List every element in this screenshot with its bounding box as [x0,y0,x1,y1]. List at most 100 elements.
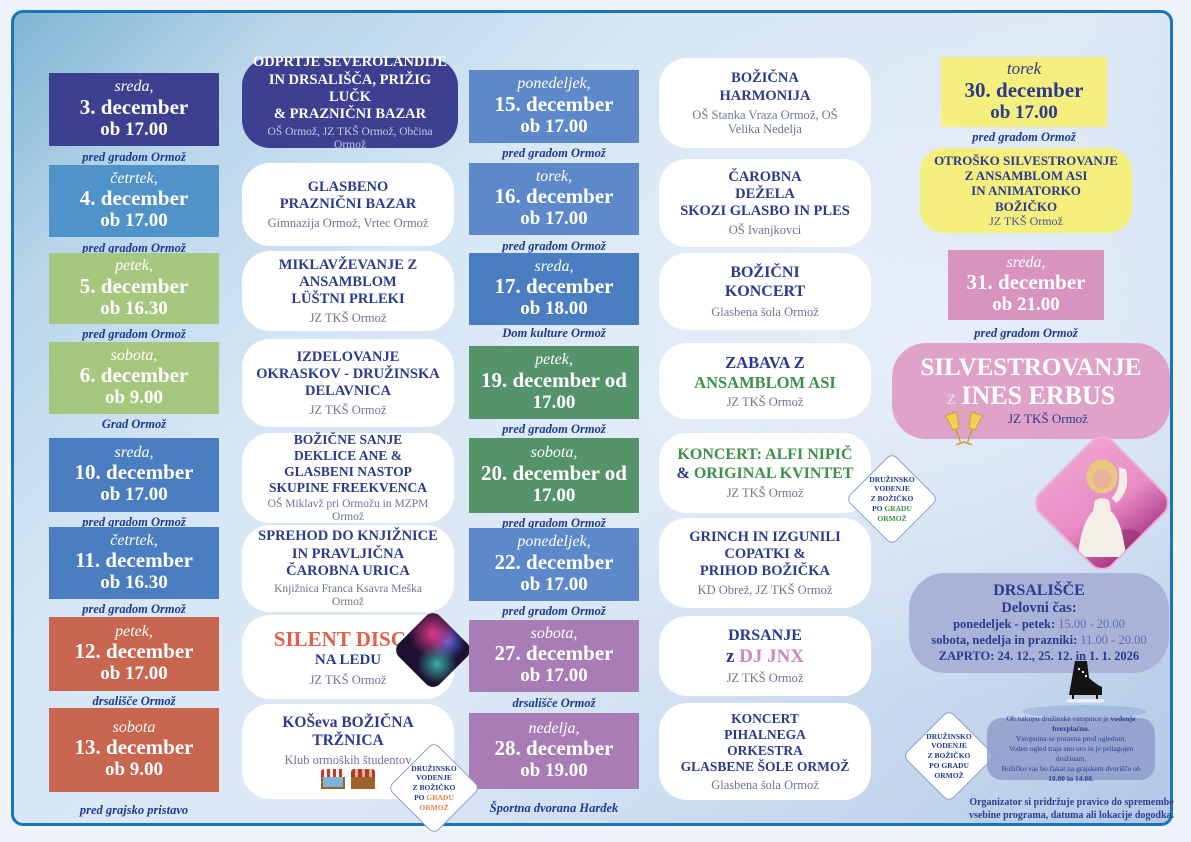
event-card-zabava-asi: ZABAVA Z ANSAMBLOM ASI JZ TKŠ Ormož [659,343,871,419]
day-label: torek [1006,59,1042,79]
day-label: sobota [112,718,156,736]
poster-frame: sreda, 3. december ob 17.00 pred gradom … [11,10,1176,826]
event-title: KONCERT: ALFI NIPIČ [677,445,853,463]
event-card-silent-disco: SILENT DISCO NA LEDU JZ TKŠ Ormož [242,608,475,699]
location-label: pred gradom Ormož [82,602,186,616]
badge-line: ORMOŽ [934,770,964,780]
event-organizer: Knjižnica Franca Ksavra Meška Ormož [274,582,422,608]
day-label: petek, [115,622,153,640]
time-label: ob 21.00 [992,294,1060,316]
date-label: 28. december [494,736,614,761]
badge-line: PO [872,503,885,513]
day-label: sreda, [1006,253,1046,271]
date-box-12-dec: petek, 12. december ob 17.00 [49,617,219,691]
event-card-bozicni-koncert: BOŽIČNI KONCERT Glasbena šola Ormož [659,253,871,330]
day-label: sobota, [110,346,158,364]
date-label: 15. december [494,91,614,116]
time-label: 17.00 [532,484,576,506]
date-box-19-dec: petek, 19. december od 17.00 [469,346,639,419]
event-card-grinch: GRINCH IN IZGUNILI COPATKI & PRIHOD BOŽI… [659,518,871,608]
location-label: Dom kulture Ormož [502,326,606,340]
time-label: ob 17.00 [100,663,168,685]
time-label: ob 19.00 [520,760,588,782]
date-box-4-dec: četrtek, 4. december ob 17.00 [49,165,219,237]
badge-line: PO [929,760,942,770]
ice-rink-hours-card: DRSALIŠČE Delovni čas: ponedeljek - pete… [909,573,1169,673]
day-label: sreda, [114,443,154,461]
day-label: sobota, [530,444,578,462]
badge-line: DRUŽINSKO [926,731,972,741]
date-label: 22. december [494,549,614,574]
badge-line: VODENJE [931,741,967,751]
time-label: ob 16.30 [100,572,168,594]
time-label: ob 9.00 [104,387,164,409]
event-organizer: OŠ Miklavž pri Ormožu in MZPM Ormož [267,498,429,524]
hours-value: 15.00 - 20.00 [1055,616,1125,631]
event-organizer: OŠ Ormož, JZ TKŠ Ormož, Občina Ormož [267,125,433,151]
date-label: 4. december [79,186,189,211]
closed-dates: ZAPRTO: 24. 12., 25. 12. in 1. 1. 2026 [938,649,1140,664]
badge-line: DRUŽINSKO [869,474,915,484]
family-guide-badge: DRUŽINSKO VODENJE Z BOŽIČKO PO GRADU ORM… [901,708,997,804]
time-label: ob 17.00 [100,484,168,506]
time-label: ob 17.00 [100,118,168,140]
event-organizer: JZ TKŠ Ormož [726,486,804,501]
location-label: Grad Ormož [101,417,167,431]
date-label: 10. december [74,460,194,485]
date-label: 11. december [75,548,193,573]
badge-line: DRUŽINSKO [411,763,457,773]
date-box-30-dec: torek 30. december ob 17.00 [941,57,1107,127]
event-title: KOŠeva BOŽIČNA TRŽNICA [282,713,414,749]
info-text: Božičko vas bo čakal na grajskem dvorišč… [1001,764,1141,774]
date-label: 5. december [79,273,189,298]
date-box-5-dec: petek, 5. december ob 16.30 [49,253,219,324]
badge-accent: GRADU [426,792,454,802]
event-organizer: JZ TKŠ Ormož [726,394,804,409]
event-card-odprtje: ODPRTJE SEVEROLANDIJE IN DRSALIŠČA, PRIŽ… [242,54,458,151]
date-label: 16. december [494,184,614,209]
event-title: ZABAVA Z [725,353,805,373]
time-label: ob 9.00 [104,759,164,781]
day-label: nedelja, [528,719,580,737]
hours-value: 11.00 - 20.00 [1077,632,1147,647]
day-label: ponedeljek, [517,533,591,551]
info-text-bold: 10.00 in 14.00. [1048,774,1094,784]
location-label: pred gradom Ormož [82,241,186,255]
event-title: BOŽIČNA HARMONIJA [719,70,811,104]
time-label: ob 17.00 [990,101,1058,123]
location-label: pred gradom Ormož [502,239,606,253]
badge-line: Z BOŽIČKO [927,751,971,761]
event-organizer: OŠ Stanka Vraza Ormož, OŠ Velika Nedelja [692,107,838,136]
ice-rink-title: DRSALIŠČE [993,581,1085,599]
time-label: 17.00 [532,391,576,413]
date-box-22-dec: ponedeljek, 22. december ob 17.00 [469,528,639,601]
date-box-11-dec: četrtek, 11. december ob 16.30 [49,527,219,599]
time-label: ob 17.00 [520,115,588,137]
location-label: pred gradom Ormož [502,422,606,436]
day-label: četrtek, [110,169,158,187]
badge-line: GRADU [941,760,969,770]
badge-line: Z BOŽIČKO [870,494,914,504]
event-title-2: ORIGINAL KVINTET [689,464,854,482]
location-label: drsališče Ormož [512,696,596,710]
event-title: MIKLAVŽEVANJE Z ANSAMBLOM LÜŠTNI PRLEKI [278,256,418,308]
title-ampersand: & [676,464,690,482]
date-box-13-dec: sobota 13. december ob 9.00 [49,708,219,792]
date-label: 13. december [74,735,194,760]
hours-label: sobota, nedelja in prazniki: [931,632,1078,647]
badge-line: PO [414,792,427,802]
date-box-10-dec: sreda, 10. december ob 17.00 [49,438,219,512]
day-label: sreda, [114,78,154,96]
date-label: 20. december od [480,460,627,485]
event-organizer: Glasbena šola Ormož [711,777,819,792]
info-text: Vstopnina se poravna pred ogledom. [1015,733,1127,743]
day-label: sobota, [530,624,578,642]
location-label: drsališče Ormož [92,694,176,708]
badge-line: VODENJE [874,484,910,494]
event-title: DRSANJE [728,626,802,644]
event-organizer: Glasbena šola Ormož [711,304,819,319]
time-label: ob 17.00 [520,208,588,230]
event-card-sprehod: SPREHOD DO KNJIŽNICE IN PRAVLJIČNA ČAROB… [242,525,454,612]
event-title: SILVESTROVANJE [920,354,1142,382]
